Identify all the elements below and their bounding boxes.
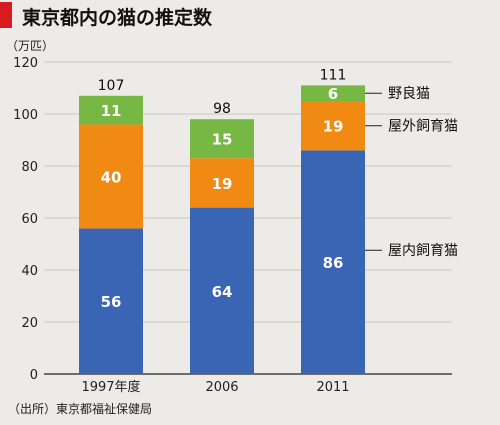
y-tick-label-40: 40 xyxy=(21,264,38,279)
data-label-indoor-1: 64 xyxy=(212,283,233,301)
x-tick-label-2: 2011 xyxy=(316,380,349,395)
y-tick-label-120: 120 xyxy=(13,56,38,71)
y-tick-label-60: 60 xyxy=(21,212,38,227)
bar-stray-1 xyxy=(190,119,254,159)
y-axis-unit-label: （万匹） xyxy=(6,39,54,53)
x-tick-label-0: 1997年度 xyxy=(81,379,140,395)
chart-title: 東京都内の猫の推定数 xyxy=(22,7,213,29)
data-label-outdoor-2: 19 xyxy=(323,118,344,136)
data-label-indoor-2: 86 xyxy=(323,254,344,272)
data-label-stray-0: 11 xyxy=(101,102,122,120)
legend-label-outdoor: 屋外飼育猫 xyxy=(388,119,458,135)
bar-indoor-1 xyxy=(190,207,254,374)
x-tick-label-1: 2006 xyxy=(205,380,238,395)
source-note: （出所）東京都福祉保健局 xyxy=(8,402,153,416)
y-tick-label-20: 20 xyxy=(21,316,38,331)
y-tick-label-80: 80 xyxy=(21,160,38,175)
data-label-stray-1: 15 xyxy=(212,131,233,149)
total-label-0: 107 xyxy=(98,78,125,94)
data-label-indoor-0: 56 xyxy=(101,293,122,311)
title-accent-mark xyxy=(0,2,12,28)
y-tick-label-100: 100 xyxy=(13,108,38,123)
bar-stray-2 xyxy=(301,85,365,101)
bar-stray-0 xyxy=(79,95,143,125)
bar-outdoor-2 xyxy=(301,101,365,151)
total-label-2: 111 xyxy=(320,67,347,83)
bar-outdoor-1 xyxy=(190,158,254,208)
total-label-1: 98 xyxy=(213,101,231,117)
y-tick-label-0: 0 xyxy=(30,368,38,383)
bar-indoor-2 xyxy=(301,150,365,374)
legend-label-indoor: 屋内飼育猫 xyxy=(388,243,458,259)
data-label-outdoor-1: 19 xyxy=(212,175,233,193)
bar-outdoor-0 xyxy=(79,124,143,229)
data-label-stray-2: 6 xyxy=(328,85,338,103)
data-label-outdoor-0: 40 xyxy=(101,168,122,186)
bar-indoor-0 xyxy=(79,228,143,374)
title-bar: 東京都内の猫の推定数 xyxy=(0,0,500,34)
legend-label-stray: 野良猫 xyxy=(388,86,430,102)
